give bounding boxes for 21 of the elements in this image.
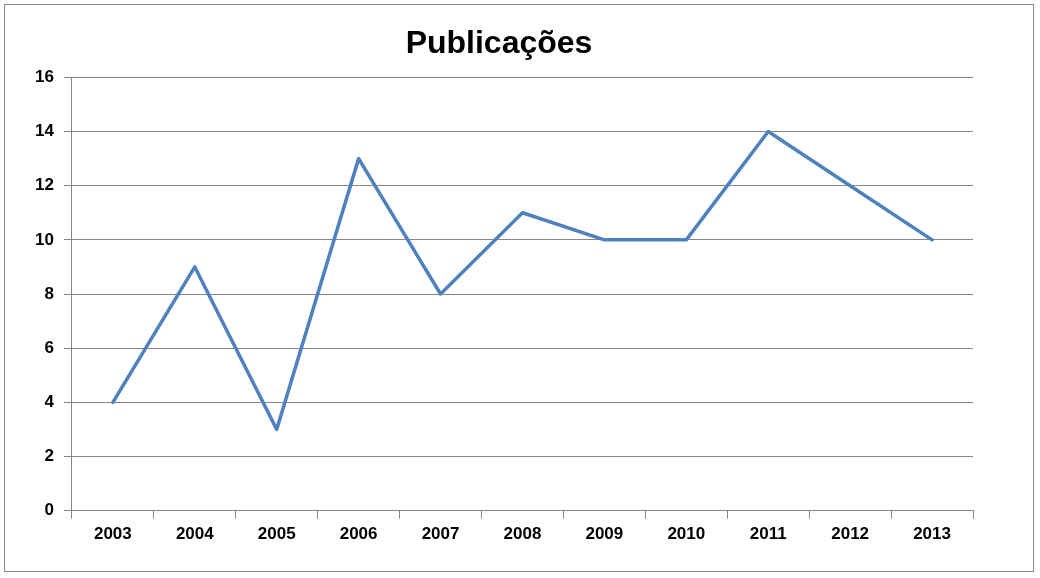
y-tick-label: 8 xyxy=(44,283,54,303)
y-tick-label: 6 xyxy=(44,337,54,357)
x-tick-label: 2007 xyxy=(421,524,460,544)
x-tick-label: 2003 xyxy=(93,524,132,544)
x-tick-label: 2012 xyxy=(831,524,870,544)
y-tick-label: 16 xyxy=(34,67,54,87)
y-tick-label: 0 xyxy=(44,500,54,520)
y-tick-label: 14 xyxy=(34,121,55,141)
x-tick-label: 2010 xyxy=(667,524,706,544)
y-tick-label: 4 xyxy=(44,391,55,411)
x-tick-label: 2004 xyxy=(175,524,215,544)
x-tick-label: 2013 xyxy=(913,524,951,544)
x-tick-label: 2011 xyxy=(749,524,787,544)
x-tick-label: 2008 xyxy=(503,524,542,544)
y-tick-label: 10 xyxy=(34,229,54,249)
x-tick-label: 2006 xyxy=(339,524,378,544)
y-tick-label: 12 xyxy=(34,175,54,195)
x-tick-label: 2009 xyxy=(585,524,624,544)
chart-title: Publicações xyxy=(405,24,593,61)
x-tick-label: 2005 xyxy=(257,524,296,544)
y-tick-label: 2 xyxy=(44,446,54,466)
